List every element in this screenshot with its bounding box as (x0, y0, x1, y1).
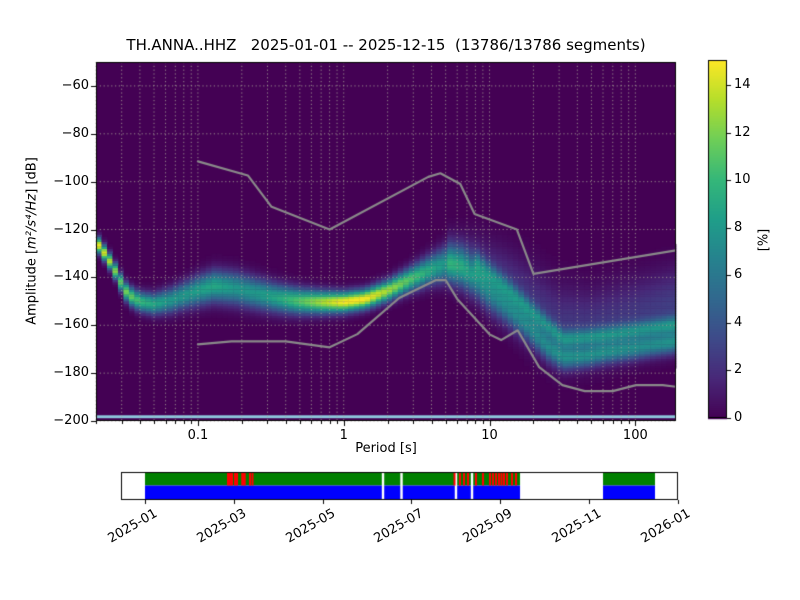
x-tick-label: 100 (622, 428, 648, 443)
y-tick-label: −120 (53, 221, 89, 237)
y-tick-label: −140 (53, 269, 89, 285)
y-axis-label-pre: Amplitude [ (24, 248, 40, 325)
y-tick-label: −180 (53, 365, 89, 381)
x-tick-label: 1 (339, 428, 348, 443)
x-tick-label: 0.1 (187, 428, 209, 443)
colorbar-tick-label: 6 (734, 267, 743, 283)
y-tick-label: −160 (53, 317, 89, 333)
y-tick-label: −60 (61, 77, 89, 93)
colorbar-label-text: [%] (756, 228, 772, 252)
y-tick-label: −100 (53, 173, 89, 189)
colorbar-tick-label: 2 (734, 362, 743, 378)
y-tick-label: −200 (53, 413, 89, 428)
y-axis-label-units: m²/s⁴/Hz (24, 193, 40, 249)
colorbar-tick-label: 14 (734, 76, 751, 92)
y-tick-label: −80 (61, 125, 89, 141)
x-axis-label: Period [s] (355, 441, 417, 456)
y-axis-label-post: ] [dB] (24, 157, 40, 194)
colorbar-tick-label: 10 (734, 172, 751, 188)
colorbar-tick-label: 12 (734, 124, 751, 140)
colorbar-tick-label: 0 (734, 410, 743, 425)
x-tick-label: 10 (481, 428, 498, 443)
chart-title: TH.ANNA..HHZ 2025-01-01 -- 2025-12-15 (1… (126, 36, 646, 54)
colorbar-tick-label: 4 (734, 314, 743, 330)
colorbar-tick-label: 8 (734, 219, 743, 235)
